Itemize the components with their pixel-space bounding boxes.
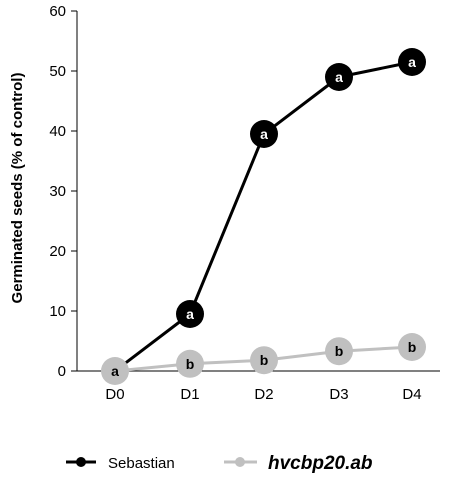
x-tick-label: D1: [180, 386, 199, 403]
y-tick-label: 20: [49, 243, 66, 260]
y-axis-title: Germinated seeds (% of control): [9, 73, 26, 304]
y-tick-label: 10: [49, 303, 66, 320]
data-point-hvcbp20: [101, 357, 129, 385]
data-label-sebastian: a: [260, 126, 268, 142]
data-point-hvcbp20: [398, 333, 426, 361]
data-point-hvcbp20: [250, 346, 278, 375]
data-label-sebastian: a: [408, 54, 416, 70]
series-line-sebastian: [114, 60, 413, 373]
plot-area: 0 10 20 30 40 50 60 D0 D1 D2 D3 D4 a b b b b a a a a: [49, 3, 440, 403]
y-tick-label: 50: [49, 63, 66, 80]
legend-marker-hvcbp20: [235, 457, 245, 467]
x-tick-label: D3: [329, 386, 348, 403]
legend-label-hvcbp20: hvcbp20.ab: [268, 453, 373, 474]
legend-item-sebastian: Sebastian: [66, 455, 175, 472]
y-tick-label: 40: [49, 123, 66, 140]
data-label-hvcbp20: b: [186, 356, 195, 372]
data-point-hvcbp20: [325, 337, 353, 366]
data-label-hvcbp20: b: [335, 343, 344, 359]
x-tick-label: D4: [402, 386, 421, 403]
data-point-sebastian: [398, 48, 426, 76]
y-tick-label: 60: [49, 3, 66, 20]
legend-label-sebastian: Sebastian: [108, 455, 175, 472]
x-tick-label: D0: [105, 386, 124, 403]
y-tick-label: 30: [49, 183, 66, 200]
data-label-sebastian: a: [186, 306, 194, 322]
legend: Sebastian hvcbp20.ab: [66, 453, 373, 474]
data-point-hvcbp20: [176, 349, 204, 378]
x-tick-label: D2: [254, 386, 273, 403]
legend-marker-sebastian: [76, 457, 86, 467]
data-point-sebastian: [250, 120, 278, 148]
y-tick-label: 0: [58, 363, 66, 380]
legend-item-hvcbp20: hvcbp20.ab: [224, 453, 373, 474]
data-label-hvcbp20: a: [111, 363, 119, 379]
data-label-hvcbp20: b: [260, 352, 269, 368]
data-point-sebastian: [176, 300, 204, 328]
data-point-sebastian: [325, 63, 353, 91]
data-label-hvcbp20: b: [408, 339, 417, 355]
data-label-sebastian: a: [335, 69, 343, 85]
